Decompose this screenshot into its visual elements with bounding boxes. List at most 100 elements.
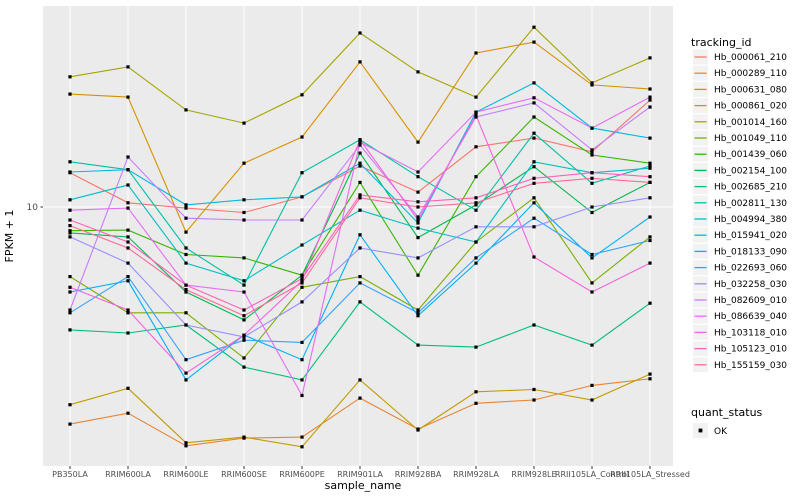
data-point [532, 216, 536, 220]
data-point [126, 168, 130, 172]
data-point [474, 201, 478, 205]
data-point [474, 240, 478, 244]
data-point [184, 108, 188, 112]
data-point [242, 198, 246, 202]
data-point [474, 390, 478, 394]
data-point [126, 228, 130, 232]
data-point [532, 176, 536, 180]
data-point [590, 81, 594, 85]
data-point [648, 87, 652, 91]
data-point [648, 301, 652, 305]
data-point [590, 150, 594, 154]
data-point [184, 311, 188, 315]
data-point [184, 283, 188, 287]
data-point [242, 290, 246, 294]
data-point [416, 308, 420, 312]
data-point [648, 196, 652, 200]
data-point [126, 275, 130, 279]
data-point [300, 285, 304, 289]
data-point [358, 300, 362, 304]
data-point [242, 365, 246, 369]
data-point [474, 196, 478, 200]
data-point [300, 340, 304, 344]
data-point [590, 181, 594, 185]
data-point [358, 193, 362, 197]
data-point [126, 279, 130, 283]
legend-item-label: Hb_086639_040 [714, 312, 787, 322]
data-point [126, 308, 130, 312]
data-point [532, 96, 536, 100]
data-point [532, 115, 536, 119]
data-point [184, 246, 188, 250]
data-point [532, 225, 536, 229]
data-point [126, 311, 130, 315]
data-point [648, 180, 652, 184]
data-point [590, 281, 594, 285]
data-point [184, 261, 188, 265]
legend-item-label: Hb_105123_010 [714, 345, 787, 355]
data-point [474, 113, 478, 117]
data-point [532, 136, 536, 140]
data-point [126, 411, 130, 415]
data-point [416, 200, 420, 204]
plot-panel [43, 6, 673, 466]
data-point [68, 218, 72, 222]
legend-tracking-items: Hb_000061_210 Hb_000289_110 Hb_000631_080 H… [693, 49, 787, 373]
data-point [126, 261, 130, 265]
data-point [358, 161, 362, 165]
data-point [358, 151, 362, 155]
data-point [68, 160, 72, 164]
data-point [590, 256, 594, 260]
data-point [300, 171, 304, 175]
x-axis-tick-label: RRIM600LA [105, 470, 151, 479]
data-point [300, 93, 304, 97]
data-point [590, 153, 594, 157]
data-point [416, 273, 420, 277]
data-point [474, 51, 478, 55]
data-point [648, 238, 652, 243]
legend-quant-ok-label: OK [714, 427, 728, 437]
data-point [590, 176, 594, 180]
data-point [68, 75, 72, 79]
data-point [358, 275, 362, 279]
quant-ok-point-icon [698, 428, 703, 433]
data-point [648, 56, 652, 60]
data-point [416, 226, 420, 230]
data-point [474, 175, 478, 179]
data-point [416, 218, 420, 222]
data-point [68, 231, 72, 235]
legend-item-label: Hb_002154_100 [714, 166, 787, 176]
data-point [68, 308, 72, 312]
data-point [532, 40, 536, 44]
data-point [184, 444, 188, 448]
data-point [474, 256, 478, 260]
data-point [300, 393, 304, 398]
data-point [590, 210, 594, 215]
data-point [532, 101, 536, 105]
legend-item-label: Hb_032258_030 [714, 280, 787, 290]
data-point [532, 387, 536, 392]
data-point [242, 218, 246, 222]
data-point [648, 136, 652, 140]
data-point [648, 377, 652, 381]
data-point [300, 378, 304, 382]
data-point [358, 164, 362, 168]
data-point [358, 378, 362, 382]
legend-quant-title: quant_status [691, 406, 763, 419]
data-point [184, 216, 188, 220]
data-point [358, 140, 362, 144]
data-point [590, 126, 594, 130]
data-point [184, 230, 188, 234]
x-axis-tick-label: PB350LA [52, 470, 88, 479]
data-point [242, 335, 246, 339]
data-point [68, 170, 72, 174]
data-point [416, 311, 420, 315]
data-point [532, 398, 536, 402]
data-point [68, 229, 72, 233]
data-point [242, 161, 246, 165]
x-axis-tick-label: RRIM928LA [453, 470, 499, 479]
x-axis-tick-label: RRII105LA_Control [555, 470, 629, 479]
x-axis-tick-layer: PB350LA RRIM600LA RRIM600LE RRIM600SE RRIM60… [52, 466, 690, 479]
legend-tracking-title: tracking_id [691, 36, 752, 49]
